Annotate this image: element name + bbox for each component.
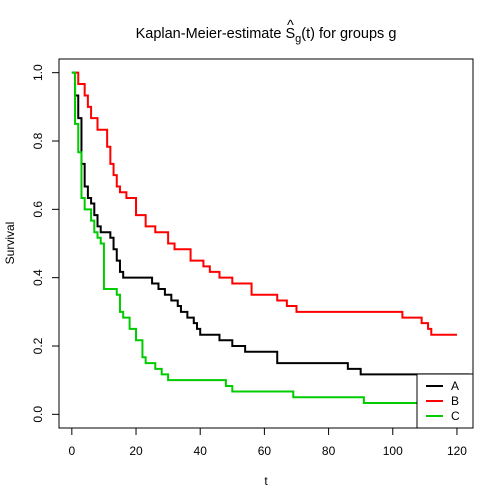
title-hat: ^ [287, 18, 294, 34]
plot-frame [58, 58, 474, 429]
legend-label: C [451, 409, 460, 423]
y-axis-label: Survival [3, 222, 17, 265]
x-tick-label: 120 [447, 444, 467, 458]
axes: 0 20 40 60 80 100 120 0.0 0.2 0.4 0.6 0.8 1.0 [31, 64, 467, 458]
y-tick-label: 0.8 [31, 132, 45, 149]
x-tick-label: 100 [383, 444, 403, 458]
y-tick-label: 1.0 [31, 64, 45, 81]
title-subscript: g [295, 33, 301, 45]
km-curve-a [71, 71, 470, 376]
legend: ABC [416, 373, 474, 429]
y-tick-label: 0.4 [31, 269, 45, 286]
x-tick-label: 0 [68, 444, 75, 458]
km-curve-b [75, 71, 457, 336]
x-axis-label: t [264, 474, 268, 488]
x-tick-label: 80 [322, 444, 336, 458]
legend-label: B [451, 394, 459, 408]
title-prefix: Kaplan-Meier-estimate [136, 26, 286, 42]
y-tick-label: 0.2 [31, 337, 45, 354]
x-tick-label: 40 [194, 444, 208, 458]
legend-box [416, 373, 474, 429]
x-tick-label: 20 [129, 444, 143, 458]
x-tick-label: 60 [258, 444, 272, 458]
title-hat-symbol: S [286, 26, 296, 42]
km-curve-c [71, 71, 470, 405]
title-suffix: (t) for groups g [301, 26, 396, 42]
y-tick-label: 0.0 [31, 406, 45, 423]
y-tick-label: 0.6 [31, 201, 45, 218]
series-layer [71, 71, 470, 405]
chart-title: Kaplan-Meier-estimate Sg(t) for groups g [136, 26, 397, 45]
legend-label: A [451, 379, 459, 393]
